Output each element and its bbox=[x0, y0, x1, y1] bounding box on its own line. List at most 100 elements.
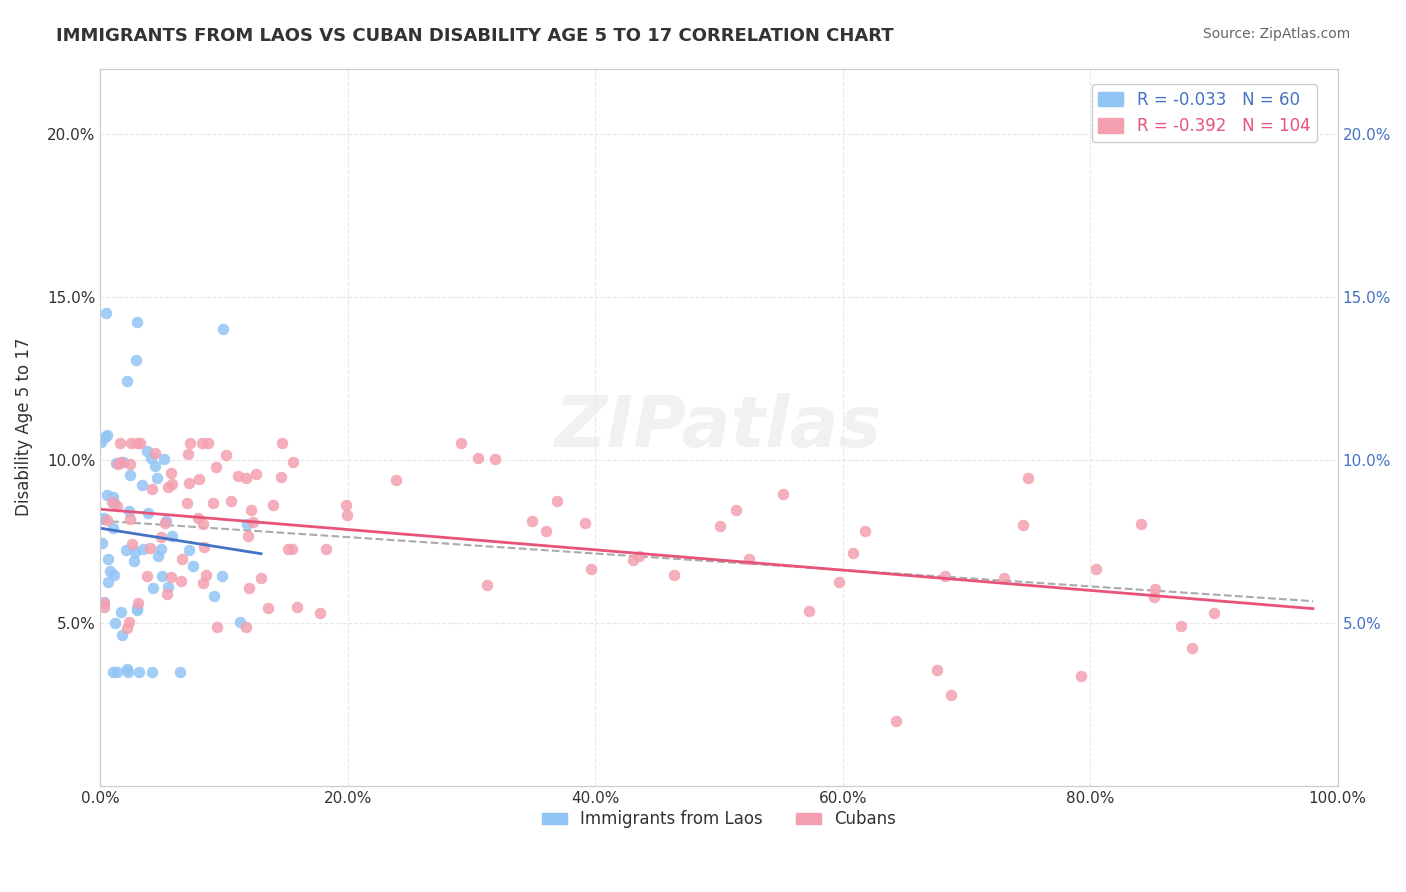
Point bbox=[115, 662, 138, 676]
Point bbox=[235, 471, 257, 485]
Point bbox=[627, 549, 650, 563]
Point bbox=[146, 471, 169, 485]
Point bbox=[842, 546, 865, 560]
Point bbox=[238, 582, 260, 596]
Point bbox=[534, 524, 557, 539]
Point bbox=[122, 554, 145, 568]
Point bbox=[204, 460, 226, 475]
Point bbox=[221, 494, 243, 508]
Point bbox=[176, 496, 198, 510]
Point bbox=[98, 565, 121, 579]
Point bbox=[115, 374, 138, 388]
Point bbox=[139, 541, 162, 555]
Point bbox=[148, 549, 170, 563]
Point bbox=[335, 498, 357, 512]
Point bbox=[1170, 618, 1192, 632]
Point bbox=[118, 457, 141, 471]
Point bbox=[211, 568, 233, 582]
Point bbox=[162, 477, 184, 491]
Point bbox=[156, 587, 179, 601]
Point bbox=[118, 615, 141, 629]
Text: Source: ZipAtlas.com: Source: ZipAtlas.com bbox=[1202, 27, 1350, 41]
Point bbox=[162, 529, 184, 543]
Point bbox=[262, 498, 284, 512]
Point bbox=[127, 315, 149, 329]
Point bbox=[190, 436, 212, 450]
Point bbox=[993, 571, 1015, 585]
Point bbox=[141, 665, 163, 679]
Point bbox=[103, 568, 125, 582]
Point bbox=[621, 553, 644, 567]
Point bbox=[136, 506, 159, 520]
Point bbox=[104, 616, 127, 631]
Point bbox=[105, 457, 128, 471]
Point bbox=[143, 446, 166, 460]
Point bbox=[93, 596, 115, 610]
Point bbox=[187, 511, 209, 525]
Point bbox=[120, 436, 142, 450]
Point bbox=[215, 448, 238, 462]
Point bbox=[128, 436, 150, 450]
Point bbox=[1012, 518, 1035, 533]
Point bbox=[142, 581, 165, 595]
Point bbox=[93, 430, 115, 444]
Point bbox=[475, 577, 498, 591]
Point bbox=[149, 542, 172, 557]
Point bbox=[467, 451, 489, 466]
Point bbox=[574, 516, 596, 530]
Point bbox=[181, 558, 204, 573]
Point bbox=[335, 508, 357, 523]
Point bbox=[169, 665, 191, 679]
Point bbox=[1017, 471, 1039, 485]
Point bbox=[94, 306, 117, 320]
Point bbox=[143, 458, 166, 473]
Point bbox=[1070, 669, 1092, 683]
Point bbox=[96, 513, 118, 527]
Point bbox=[1181, 641, 1204, 656]
Point bbox=[156, 580, 179, 594]
Point bbox=[128, 665, 150, 679]
Point bbox=[107, 665, 129, 679]
Point bbox=[1204, 606, 1226, 620]
Point bbox=[110, 605, 132, 619]
Point bbox=[738, 552, 761, 566]
Point bbox=[125, 352, 148, 367]
Point bbox=[886, 714, 908, 728]
Point bbox=[107, 457, 129, 471]
Point bbox=[136, 569, 159, 583]
Point bbox=[127, 596, 149, 610]
Point bbox=[90, 435, 112, 450]
Point bbox=[256, 600, 278, 615]
Text: IMMIGRANTS FROM LAOS VS CUBAN DISABILITY AGE 5 TO 17 CORRELATION CHART: IMMIGRANTS FROM LAOS VS CUBAN DISABILITY… bbox=[56, 27, 894, 45]
Point bbox=[97, 552, 120, 566]
Point bbox=[315, 541, 337, 556]
Point bbox=[309, 607, 332, 621]
Point bbox=[484, 451, 506, 466]
Point bbox=[103, 496, 125, 510]
Point bbox=[236, 517, 259, 532]
Point bbox=[853, 524, 876, 539]
Point bbox=[93, 594, 115, 608]
Point bbox=[153, 516, 176, 530]
Point bbox=[1143, 582, 1166, 596]
Point bbox=[155, 514, 177, 528]
Point bbox=[117, 665, 139, 679]
Point bbox=[101, 495, 124, 509]
Point bbox=[1129, 517, 1152, 532]
Point bbox=[187, 472, 209, 486]
Point bbox=[191, 575, 214, 590]
Point bbox=[170, 574, 193, 589]
Point bbox=[285, 599, 308, 614]
Point bbox=[385, 473, 408, 487]
Point bbox=[828, 574, 851, 589]
Point bbox=[277, 542, 299, 557]
Point bbox=[115, 621, 138, 635]
Point bbox=[211, 322, 233, 336]
Point bbox=[96, 488, 118, 502]
Point bbox=[160, 570, 183, 584]
Point bbox=[270, 470, 292, 484]
Y-axis label: Disability Age 5 to 17: Disability Age 5 to 17 bbox=[15, 338, 32, 516]
Point bbox=[245, 467, 267, 482]
Point bbox=[160, 466, 183, 480]
Point bbox=[103, 665, 125, 679]
